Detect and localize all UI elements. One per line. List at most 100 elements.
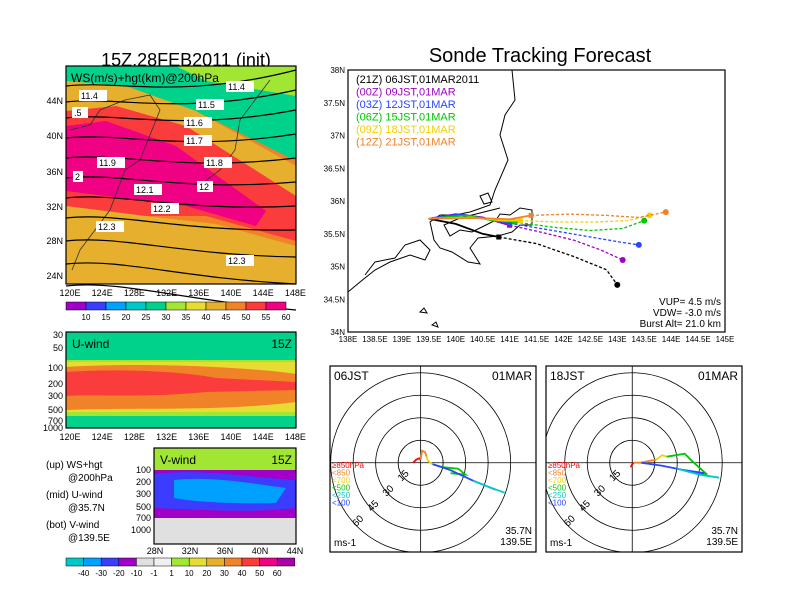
ws-lon-tick: 132E [156, 288, 177, 298]
ws-contour-label-bg [184, 117, 212, 128]
v-wind-label: V-wind [160, 453, 196, 467]
v-pressure-tick: 100 [136, 465, 151, 475]
v-colorbar-swatch [136, 557, 155, 567]
tracking-lon-tick: 143E [608, 335, 627, 344]
tracking-lon-tick: 141E [500, 335, 519, 344]
tracking-legend-entry: (03Z) 12JST,01MAR [356, 99, 456, 111]
v-band-cyan [174, 478, 286, 504]
ws-colorbar-label: 50 [242, 313, 251, 322]
ws-colorbar-label: 55 [262, 313, 271, 322]
tracking-lon-tick: 142E [554, 335, 573, 344]
hodo-layer-label: <100 [548, 499, 567, 508]
hodo-segment [472, 479, 505, 494]
hodo-location-lat: 35.7N [505, 526, 532, 537]
tracking-lon-tick: 139.5E [416, 335, 441, 344]
v-colorbar-swatch [83, 557, 102, 567]
track-descent [531, 211, 666, 219]
v-lat-tick: 40N [252, 546, 269, 556]
ws-contour-label: 12.2 [153, 204, 171, 214]
note-line-b: @200hPa [68, 473, 113, 484]
tracking-islet [430, 321, 439, 328]
u-lon-tick: 124E [92, 432, 113, 442]
ws-colorbar: 10 15 20 25 30 35 40 45 50 55 60 [65, 301, 291, 322]
u-pressure-tick: 700 [48, 416, 63, 426]
note-line-a: (bot) V-wind [46, 520, 99, 531]
track-landing-point [641, 217, 648, 224]
tracking-coast-west [347, 239, 431, 293]
hodo-header-left: 06JST [334, 369, 369, 383]
track-ascent [428, 214, 532, 221]
tracking-legend-entry: (09Z) 18JST,01MAR [356, 124, 456, 136]
ws-colorbar-swatch [205, 301, 227, 311]
v-pressure-tick: 500 [136, 502, 151, 512]
ws-colorbar-label: 40 [202, 313, 211, 322]
ws-colorbar-label: 15 [102, 313, 111, 322]
hodo-segment [655, 454, 667, 461]
hodo-location-lat: 35.7N [711, 526, 738, 537]
u-wind-field [66, 332, 296, 428]
u-pressure-tick: 300 [48, 391, 63, 401]
u-pressure-tick: 1000 [43, 423, 63, 433]
track-descent [520, 214, 650, 223]
ws-height-contour [65, 133, 297, 143]
v-colorbar-label: 1 [169, 569, 174, 578]
v-pressure-tick: 700 [136, 513, 151, 523]
tracking-legend-entry: (06Z) 15JST,01MAR [356, 112, 456, 124]
hodo-header-right: 01MAR [492, 369, 532, 383]
v-lat-tick: 32N [182, 546, 199, 556]
track-burst-point [528, 212, 534, 218]
v-colorbar-swatch [259, 557, 278, 567]
tracking-lat-ticks: 38N 37.5N 37N 36.5N 36N 35.5N 35N 34.5N 34N [324, 66, 346, 337]
v-colorbar-label: 40 [238, 569, 247, 578]
ws-map-contour-labels: 11.4 11.4 .5 11.5 11.6 11.7 11.8 11.9 2 12.1 12 12.… [72, 81, 254, 266]
tracking-info-line: VDW= -3.0 m/s [653, 308, 721, 319]
ws-colorbar-swatch [225, 301, 247, 311]
u-lon-tick: 136E [188, 432, 209, 442]
ws-map-height-contours [65, 69, 297, 311]
tracking-lon-tick: 143.5E [632, 335, 657, 344]
hodo-location-lon: 139.5E [706, 537, 738, 548]
ws-colorbar-label: 45 [222, 313, 231, 322]
v-colorbar-label: -30 [95, 569, 107, 578]
track-landing-point [614, 281, 621, 288]
ws-height-contour [65, 262, 297, 285]
v-colorbar-swatch [100, 557, 120, 567]
tracking-frame [347, 69, 726, 333]
tracking-lon-tick: 145E [716, 335, 735, 344]
left-panel-title: 15Z,28FEB2011 (init) [101, 50, 271, 70]
ws-colorbar-swatch [125, 301, 147, 311]
tracking-lon-tick: 138.5E [362, 335, 387, 344]
ws-height-contour [65, 156, 297, 164]
track-descent [514, 219, 645, 232]
ws-contour-label: 11.7 [186, 136, 203, 146]
v-band-top [154, 448, 296, 470]
v-wind-lat-ticks: 28N 32N 36N 40N 44N [147, 546, 304, 556]
track-landing-point [662, 209, 669, 216]
ws-contour-label-bg [196, 99, 224, 110]
ws-contour-label: 12 [199, 182, 209, 192]
hodo-layer-label: <700 [332, 476, 351, 485]
ws-height-contour [65, 196, 297, 208]
ws-contour-label-bg [97, 157, 125, 168]
v-colorbar-label: 20 [202, 569, 211, 578]
tracking-lat-tick: 36.5N [324, 164, 346, 173]
ws-colorbar-label: 25 [142, 313, 151, 322]
v-colorbar-label: 30 [220, 569, 229, 578]
ws-contour-label-bg [151, 203, 179, 214]
tracking-lat-tick: 36N [330, 197, 345, 206]
v-colorbar-swatch [65, 557, 84, 567]
tracking-island [479, 192, 493, 205]
v-colorbar-swatch [224, 557, 243, 567]
tracking-lon-tick: 138E [339, 335, 358, 344]
tracking-panel: (21Z) 06JST,01MAR2011(00Z) 09JST,01MAR(0… [324, 66, 735, 344]
tracking-legend-entry: (12Z) 21JST,01MAR [356, 137, 456, 149]
v-pressure-tick: 300 [136, 489, 151, 499]
ws-lat-tick: 28N [46, 236, 63, 246]
ws-lon-tick: 128E [124, 288, 145, 298]
ws-colorbar-label: 35 [182, 313, 191, 322]
ws-contour-label: 11.4 [81, 91, 98, 101]
ws-contour-label-bg [79, 90, 107, 101]
ws-lat-tick: 36N [46, 167, 63, 177]
hodo-segment [641, 461, 705, 475]
hodo-layer-label: <850 [548, 469, 567, 478]
